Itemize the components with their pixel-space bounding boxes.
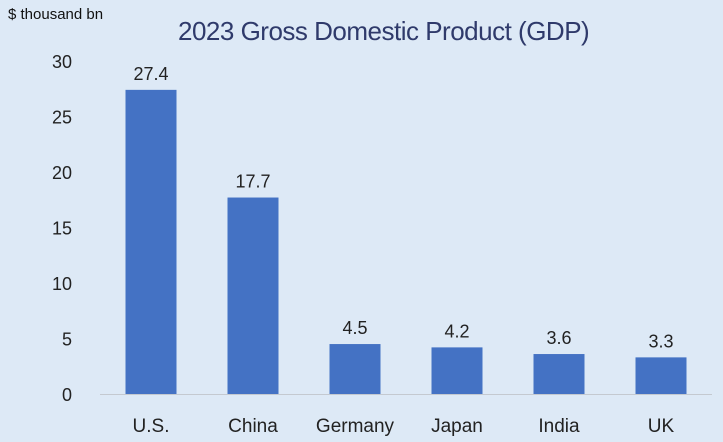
y-tick-label: 20 [52,163,72,183]
data-label: 4.2 [444,321,469,341]
data-label: 17.7 [235,172,270,192]
bar [329,344,381,394]
x-tick-label: UK [648,416,675,437]
y-tick-label: 10 [52,274,72,294]
bar [125,89,177,395]
x-tick-label: India [538,416,580,437]
y-tick-label: 30 [52,52,72,72]
x-tick-label: China [228,416,278,437]
data-labels: 27.4 17.7 4.5 4.2 3.6 3.3 [133,64,673,352]
chart-title: 2023 Gross Domestic Product (GDP) [178,16,590,46]
bar [431,347,483,394]
x-tick-label: Japan [431,416,483,437]
data-label: 27.4 [133,64,168,84]
bar [635,357,687,394]
data-label: 3.3 [648,331,673,351]
y-axis-ticks: 0 5 10 15 20 25 30 [52,52,72,405]
bar [533,354,585,394]
y-tick-label: 5 [62,330,72,350]
bar [227,197,279,394]
x-tick-label: U.S. [133,416,170,437]
y-axis-unit-label: $ thousand bn [8,6,104,23]
data-label: 3.6 [546,328,571,348]
y-tick-label: 25 [52,108,72,128]
x-axis-ticks: U.S. China Germany Japan India UK [133,416,675,437]
y-tick-label: 0 [62,385,72,405]
y-tick-label: 15 [52,219,72,239]
data-label: 4.5 [342,318,367,338]
x-tick-label: Germany [316,416,395,437]
bars [125,89,687,395]
